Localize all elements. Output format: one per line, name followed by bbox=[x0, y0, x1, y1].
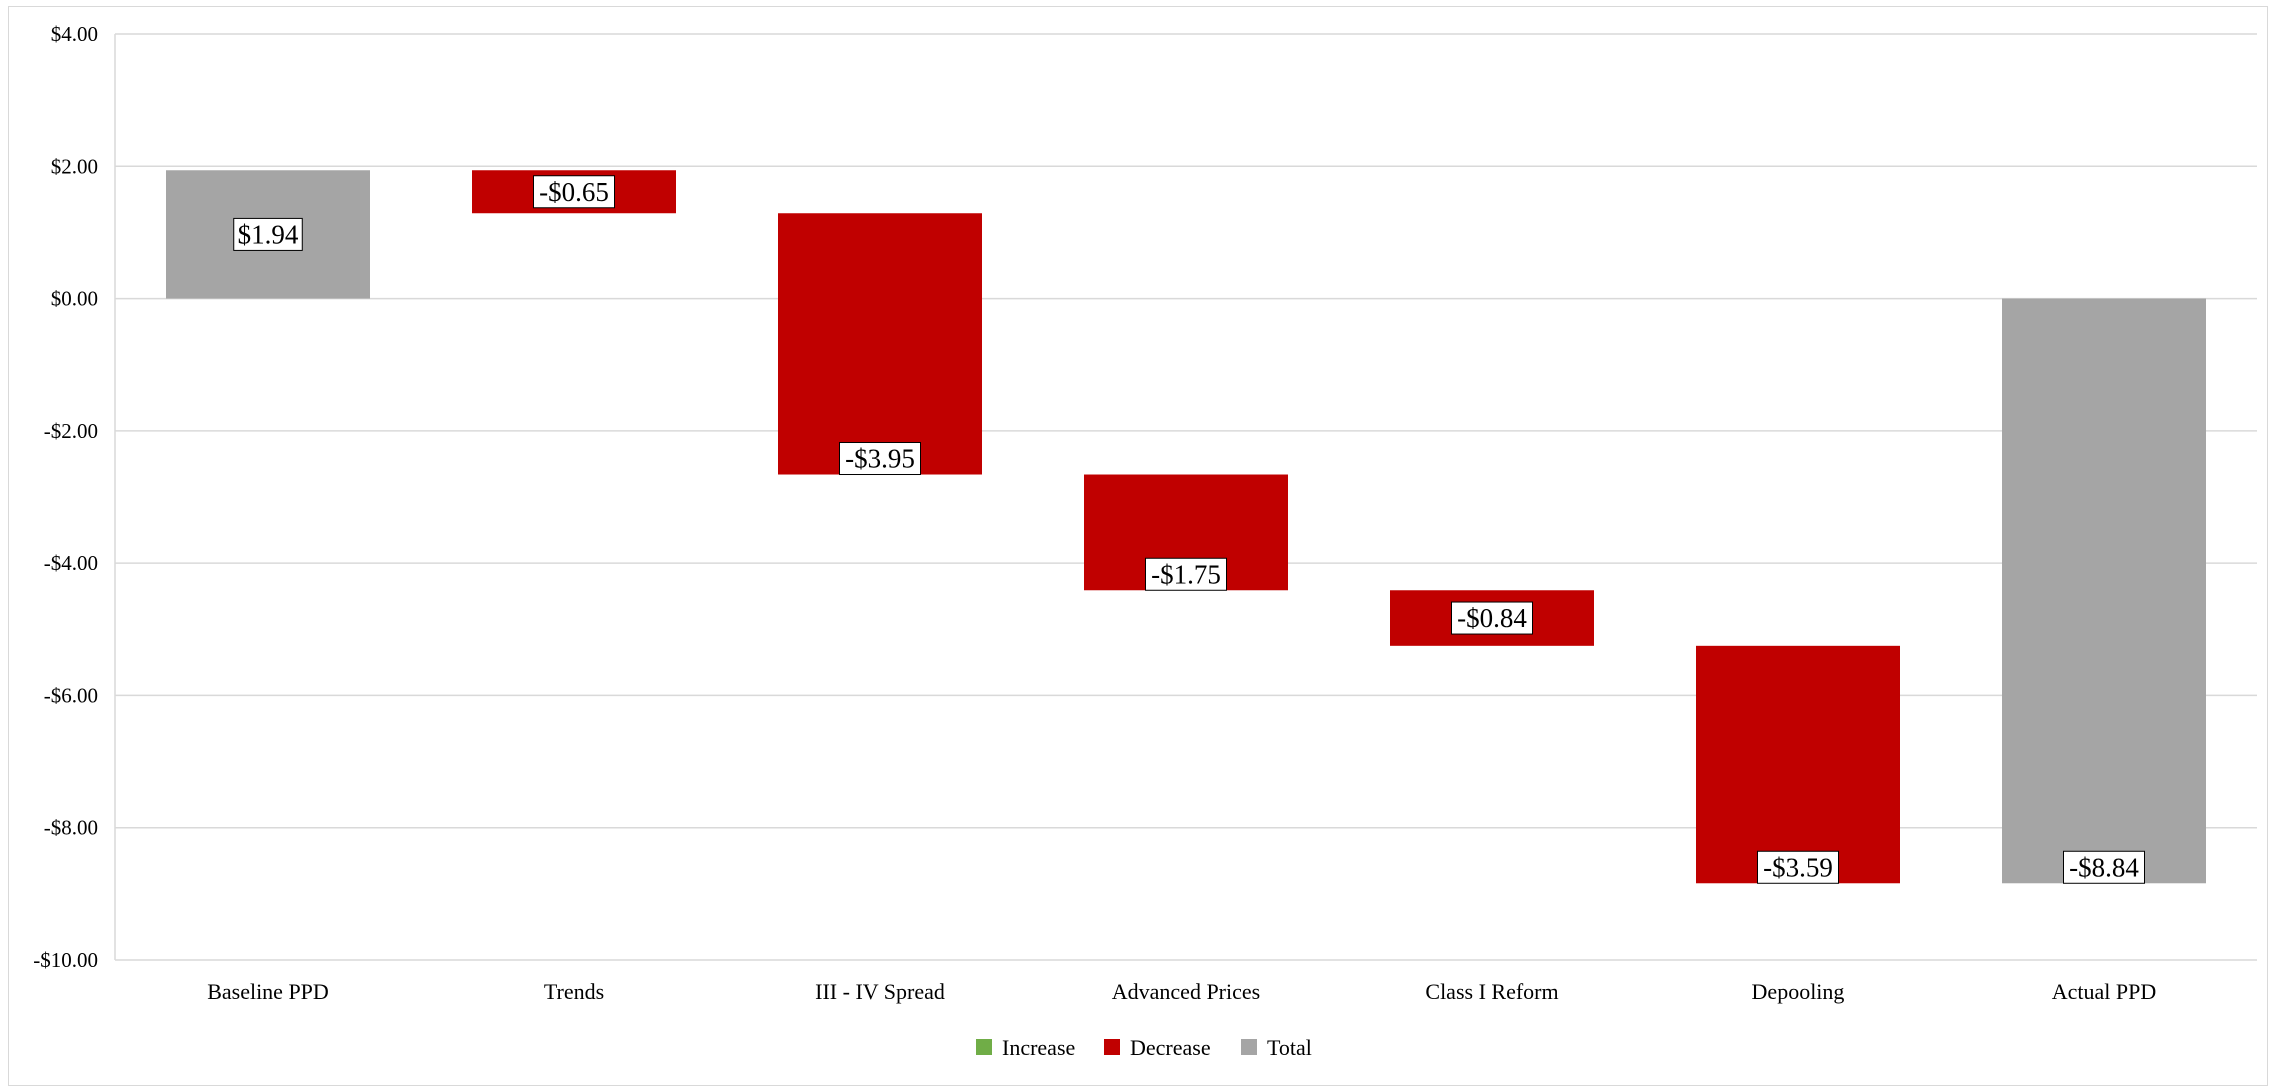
legend-swatch-increase bbox=[976, 1039, 992, 1055]
data-label: -$3.59 bbox=[1763, 852, 1833, 882]
data-label: -$8.84 bbox=[2069, 852, 2139, 882]
x-category-label: Depooling bbox=[1752, 979, 1845, 1004]
data-label: -$0.84 bbox=[1457, 603, 1527, 633]
x-category-label: Actual PPD bbox=[2052, 979, 2157, 1004]
y-tick-label: -$8.00 bbox=[44, 816, 98, 840]
data-label-box bbox=[2063, 850, 2145, 884]
data-label-box bbox=[1451, 601, 1533, 635]
data-label: -$0.65 bbox=[539, 177, 609, 207]
y-tick-label: -$4.00 bbox=[44, 551, 98, 575]
data-label-box bbox=[1145, 557, 1227, 591]
bar-decrease bbox=[778, 213, 982, 475]
legend-label: Decrease bbox=[1130, 1035, 1211, 1060]
legend-swatch-decrease bbox=[1104, 1039, 1120, 1055]
bar-decrease bbox=[1696, 645, 1900, 884]
bar-total bbox=[2002, 298, 2206, 884]
data-label: -$3.95 bbox=[845, 444, 915, 474]
data-label-box bbox=[1757, 850, 1839, 884]
y-tick-label: $4.00 bbox=[51, 22, 98, 46]
y-tick-label: $0.00 bbox=[51, 287, 98, 311]
data-label-box bbox=[233, 217, 303, 251]
x-category-label: Baseline PPD bbox=[207, 979, 329, 1004]
y-tick-label: -$10.00 bbox=[33, 948, 98, 972]
x-category-label: III - IV Spread bbox=[815, 979, 945, 1004]
legend-label: Increase bbox=[1002, 1035, 1075, 1060]
x-category-label: Trends bbox=[544, 979, 604, 1004]
data-label: $1.94 bbox=[238, 219, 299, 249]
x-category-label: Class I Reform bbox=[1425, 979, 1558, 1004]
y-tick-label: -$6.00 bbox=[44, 683, 98, 707]
data-label: -$1.75 bbox=[1151, 559, 1221, 589]
data-label-box bbox=[839, 442, 921, 476]
data-label-box bbox=[533, 175, 615, 209]
y-tick-label: $2.00 bbox=[51, 154, 98, 178]
y-tick-label: -$2.00 bbox=[44, 419, 98, 443]
legend-label: Total bbox=[1267, 1035, 1312, 1060]
legend-swatch-total bbox=[1241, 1039, 1257, 1055]
x-category-label: Advanced Prices bbox=[1112, 979, 1260, 1004]
